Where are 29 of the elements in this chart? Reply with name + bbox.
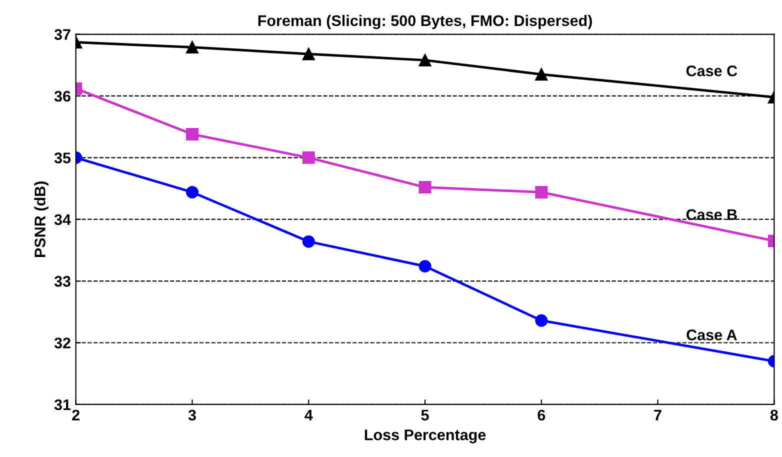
point bbox=[418, 181, 432, 194]
y-tick-label: 35 bbox=[54, 152, 71, 164]
point bbox=[302, 151, 315, 164]
y-tick-label: 31 bbox=[54, 399, 71, 410]
point bbox=[418, 54, 432, 66]
x-axis-title: Loss Percentage bbox=[364, 430, 486, 444]
x-tick-label: 4 bbox=[304, 410, 313, 420]
point bbox=[535, 186, 548, 198]
y-tick-label: 34 bbox=[54, 214, 71, 226]
point bbox=[302, 235, 315, 248]
x-tick-label: 7 bbox=[654, 410, 662, 420]
y-tick-label: 37 bbox=[54, 29, 70, 40]
x-tick-label: 6 bbox=[538, 410, 546, 421]
point bbox=[418, 260, 432, 272]
y-axis-title: PSNR (dB) bbox=[34, 182, 48, 257]
x-tick-label: 8 bbox=[770, 410, 778, 421]
x-tick-label: 5 bbox=[421, 410, 429, 421]
x-tick-label: 2 bbox=[72, 410, 80, 420]
point bbox=[302, 48, 315, 60]
series-label: Case C bbox=[686, 65, 738, 76]
series-label: Case A bbox=[686, 330, 737, 340]
y-tick-label: 32 bbox=[54, 338, 70, 348]
series-label: Case B bbox=[686, 209, 737, 220]
point bbox=[535, 68, 548, 81]
chart-title: Foreman (Slicing: 500 Bytes, FMO: Dispersed) bbox=[258, 14, 592, 30]
point bbox=[535, 314, 548, 327]
y-tick-label: 36 bbox=[54, 90, 70, 102]
x-tick-label: 3 bbox=[188, 410, 196, 421]
y-tick-label: 33 bbox=[54, 276, 70, 287]
